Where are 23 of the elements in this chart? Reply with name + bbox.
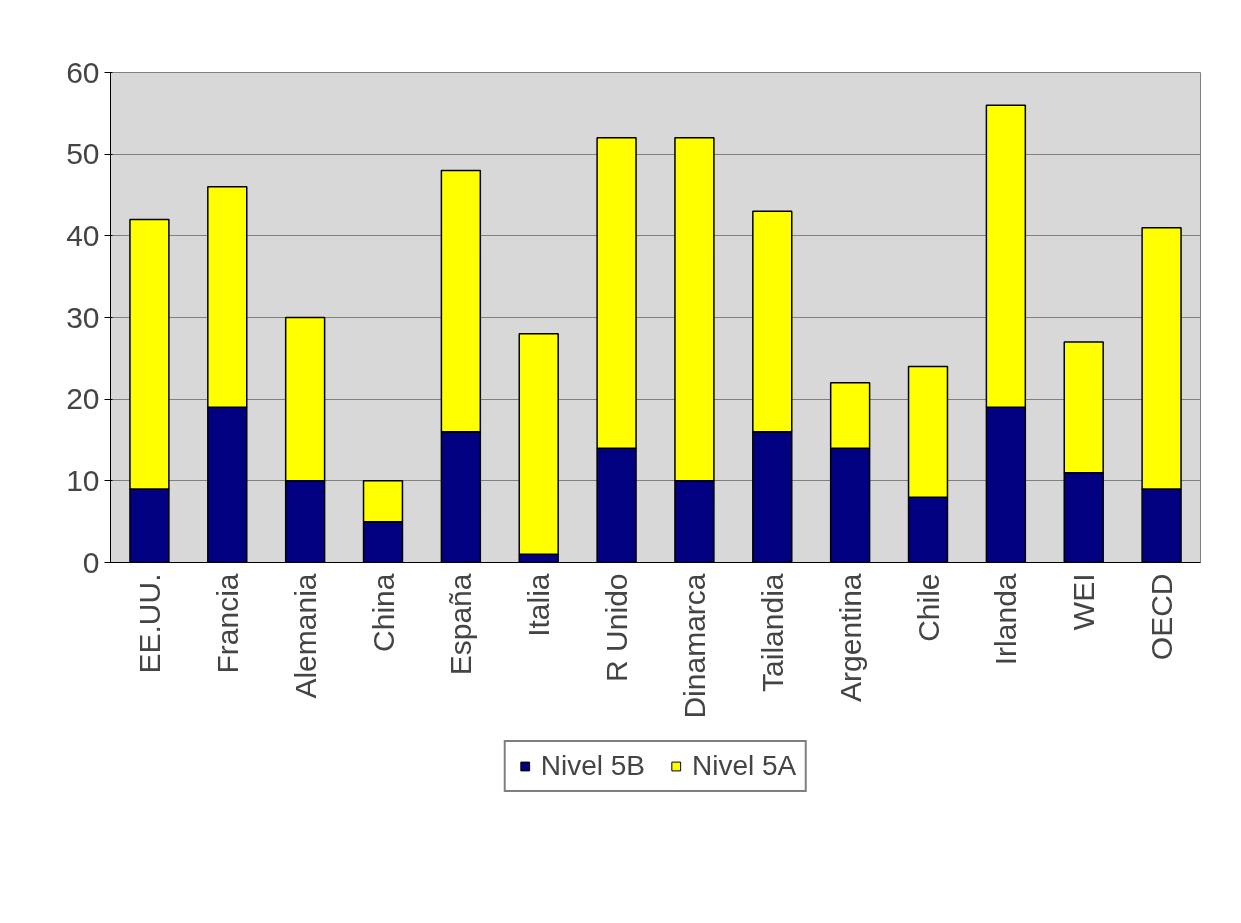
- y-tick-label: 0: [82, 545, 100, 579]
- y-tick-label: 50: [66, 137, 100, 171]
- x-tick-label: EE.UU.: [132, 573, 166, 674]
- y-tick-label: 60: [66, 55, 100, 89]
- x-tick-label: Dinamarca: [677, 573, 711, 719]
- x-tick-label: WEI: [1067, 573, 1101, 631]
- y-tick-label: 10: [66, 463, 100, 497]
- y-tick-label: 40: [66, 218, 100, 252]
- x-tick-label: Alemania: [288, 573, 322, 699]
- x-tick-label: OECD: [1145, 573, 1179, 661]
- legend-label: Nivel 5A: [692, 750, 797, 782]
- x-tick-label: Francia: [210, 573, 244, 674]
- x-tick-label: R Unido: [600, 573, 634, 682]
- x-tick-label: Chile: [911, 573, 945, 642]
- x-tick-label: Argentina: [833, 573, 867, 702]
- x-tick-label: Irlanda: [989, 573, 1023, 666]
- y-tick-label: 30: [66, 300, 100, 334]
- x-tick-label: España: [444, 573, 478, 676]
- x-tick-label: China: [366, 573, 400, 652]
- x-tick-label: Tailandia: [755, 573, 789, 692]
- legend-label: Nivel 5B: [540, 750, 645, 782]
- y-tick-label: 20: [66, 382, 100, 416]
- x-tick-label: Italia: [522, 573, 556, 637]
